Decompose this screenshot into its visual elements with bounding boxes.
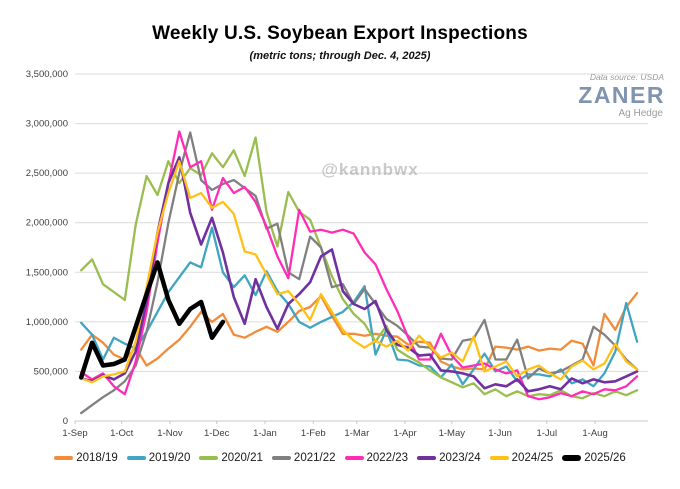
x-axis-label: 1-Sep <box>62 428 87 439</box>
x-axis-label: 1-Mar <box>344 428 369 439</box>
legend-swatch <box>344 456 364 460</box>
x-axis-label: 1-Dec <box>204 428 230 439</box>
legend-label: 2024/25 <box>511 452 554 464</box>
series-line-2020-21 <box>80 136 639 400</box>
data-source-note: Data source: USDA <box>589 72 664 82</box>
x-axis-label: 1-Nov <box>157 428 183 439</box>
legend-item-2019-20: 2019/20 <box>126 452 191 464</box>
legend-swatch <box>54 456 74 460</box>
series-line-2021-22 <box>80 131 639 415</box>
legend-item-2024-25: 2024/25 <box>489 452 554 464</box>
y-axis-label: 3,500,000 <box>26 69 68 80</box>
y-axis-label: 500,000 <box>34 366 68 377</box>
chart-subtitle: (metric tons; through Dec. 4, 2025) <box>249 50 431 62</box>
legend-item-2025-26: 2025/26 <box>562 452 626 464</box>
legend-item-2018-19: 2018/19 <box>54 452 118 464</box>
legend-item-2020-21: 2020/21 <box>199 452 263 464</box>
series-line-2023-24 <box>79 156 639 393</box>
zaner-tagline: Ag Hedge <box>618 108 663 119</box>
legend-swatch <box>417 456 437 460</box>
series-line-2022-23 <box>80 130 639 401</box>
x-axis-label: 1-Apr <box>393 428 416 439</box>
legend-label: 2019/20 <box>148 452 191 464</box>
series-line-2019-20 <box>80 226 639 388</box>
y-axis-label: 0 <box>63 416 68 427</box>
series-line-2025-26 <box>78 260 226 380</box>
legend-label: 2022/23 <box>366 452 409 464</box>
x-axis-label: 1-Aug <box>582 428 607 439</box>
x-axis-label: 1-Jan <box>253 428 277 439</box>
legend-item-2023-24: 2023/24 <box>417 452 481 464</box>
zaner-logo: ZANER <box>578 82 665 108</box>
series-line-2024-25 <box>80 160 639 384</box>
legend-item-2022-23: 2022/23 <box>344 452 409 464</box>
legend-label: 2021/22 <box>293 452 336 464</box>
series-line-2018-19 <box>80 291 639 371</box>
x-axis-label: 1-Jul <box>536 428 557 439</box>
x-axis-label: 1-Jun <box>488 428 512 439</box>
legend-swatch <box>489 456 509 460</box>
legend-label: 2023/24 <box>439 452 481 464</box>
chart-legend: 2018/19 2019/20 2020/21 2021/22 2022/23 2023/… <box>0 452 680 464</box>
chart-title: Weekly U.S. Soybean Export Inspections <box>152 23 528 44</box>
legend-item-2021-22: 2021/22 <box>271 452 336 464</box>
y-axis-label: 3,000,000 <box>26 119 68 130</box>
x-axis-label: 1-May <box>439 428 466 439</box>
legend-label: 2018/19 <box>76 452 118 464</box>
legend-swatch <box>126 456 146 460</box>
y-axis-label: 1,000,000 <box>26 317 68 328</box>
y-axis-label: 2,500,000 <box>26 168 68 179</box>
legend-label: 2020/21 <box>221 452 263 464</box>
legend-swatch <box>562 455 582 461</box>
y-axis-label: 1,500,000 <box>26 267 68 278</box>
x-axis-label: 1-Oct <box>110 428 134 439</box>
y-axis-label: 2,000,000 <box>26 218 68 229</box>
legend-swatch <box>199 456 219 460</box>
x-axis-label: 1-Feb <box>301 428 326 439</box>
legend-swatch <box>271 456 291 460</box>
legend-label: 2025/26 <box>584 452 626 464</box>
